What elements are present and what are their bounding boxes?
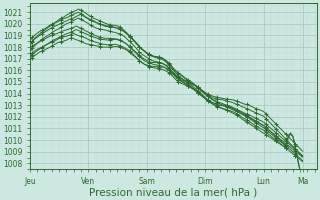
X-axis label: Pression niveau de la mer( hPa ): Pression niveau de la mer( hPa ): [89, 187, 258, 197]
